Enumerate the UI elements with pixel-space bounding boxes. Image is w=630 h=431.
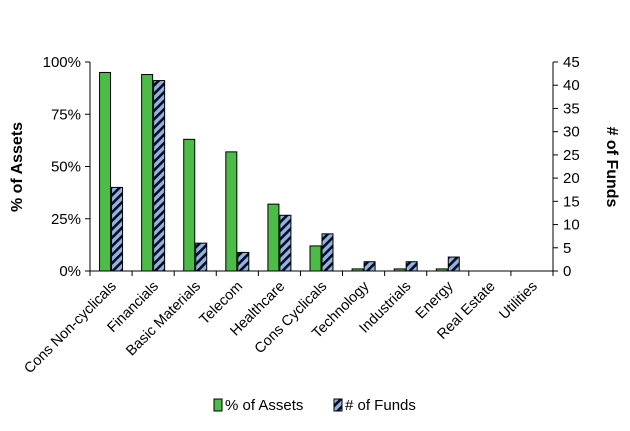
y2-tick-label: 35	[563, 100, 580, 117]
x-tick-label: Cons Cyclicals	[252, 279, 331, 358]
y2-tick-label: 0	[563, 263, 571, 280]
legend-label-funds: # of Funds	[345, 397, 416, 414]
bar-funds	[111, 186, 124, 272]
y2-tick-label: 40	[563, 77, 580, 94]
legend-label-assets: % of Assets	[225, 397, 303, 414]
bar-funds	[447, 256, 460, 272]
bar-funds	[405, 261, 418, 272]
bar-assets	[267, 203, 280, 272]
bar-funds	[321, 233, 334, 272]
plot-area: 0% 25% 50% 75% 100% 0 5 10 15 20 25 30 35 40 45 Cons No…	[21, 54, 579, 377]
bar-assets	[141, 74, 154, 272]
y-tick-label: 25%	[51, 211, 81, 228]
y-tick-label: 100%	[43, 54, 81, 71]
bar-assets	[183, 138, 196, 272]
bar-assets	[393, 268, 406, 272]
bar-funds	[195, 242, 208, 272]
bar-assets	[351, 268, 364, 272]
legend-swatch-assets	[213, 398, 223, 412]
legend-swatch-funds	[333, 398, 343, 412]
bar-assets	[309, 245, 322, 272]
y-tick-label: 0%	[59, 263, 81, 280]
y-tick-label: 50%	[51, 159, 81, 176]
x-tick-label: Basic Materials	[123, 279, 204, 360]
bar-assets	[99, 71, 112, 272]
x-tick-label: Utilities	[496, 279, 540, 323]
y2-tick-label: 25	[563, 147, 580, 164]
y2-tick-label: 30	[563, 124, 580, 141]
y-axis-title: % of Assets	[9, 122, 26, 212]
y2-tick-label: 15	[563, 193, 580, 210]
y2-tick-label: 10	[563, 217, 580, 234]
bar-funds	[363, 261, 376, 272]
bar-assets	[225, 151, 238, 272]
y2-tick-label: 5	[563, 240, 571, 257]
x-tick-label: Cons Non-cyclicals	[21, 279, 119, 377]
y-tick-label: 75%	[51, 106, 81, 123]
bar-funds	[237, 251, 250, 272]
y2-axis-title: # of Funds	[603, 127, 620, 208]
y2-tick-label: 45	[563, 54, 580, 71]
bar-funds	[279, 214, 292, 272]
bar-funds	[153, 80, 166, 272]
bar-assets	[435, 268, 448, 272]
legend: % of Assets # of Funds	[213, 397, 416, 414]
y2-tick-label: 20	[563, 170, 580, 187]
